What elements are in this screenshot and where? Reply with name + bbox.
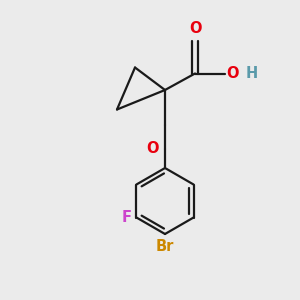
Text: O: O — [146, 141, 158, 156]
Text: H: H — [246, 66, 258, 81]
Text: O: O — [189, 21, 201, 36]
Text: Br: Br — [156, 239, 174, 254]
Text: O: O — [226, 66, 239, 81]
Text: F: F — [122, 210, 132, 225]
